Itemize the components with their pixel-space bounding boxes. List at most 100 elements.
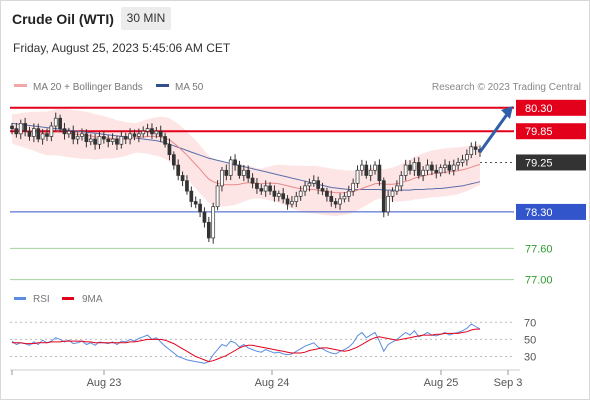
candle-body	[430, 164, 434, 171]
candle-body	[93, 138, 97, 145]
candle-body	[373, 164, 377, 171]
candle-body	[416, 162, 421, 176]
candle-body	[237, 164, 242, 176]
ma20-legend-swatch	[14, 84, 27, 87]
candle-body	[189, 190, 194, 202]
candle-body	[198, 203, 202, 213]
candle-body	[23, 123, 27, 132]
rsi-tick-label: 70	[524, 317, 536, 329]
candle-body	[268, 185, 272, 192]
candle-body	[58, 117, 62, 129]
candle-body	[311, 180, 316, 184]
candle-body	[399, 175, 404, 187]
candle-body	[145, 128, 150, 132]
time-tick-label: Aug 24	[255, 377, 290, 389]
candle-body	[390, 190, 395, 197]
candle-body	[443, 164, 447, 169]
candle-body	[451, 164, 456, 171]
candle-body	[403, 164, 408, 176]
time-tick-label: Aug 25	[424, 377, 459, 389]
rsi-ma-legend-swatch	[62, 297, 74, 300]
candle-body	[14, 128, 19, 135]
candle-body	[421, 169, 425, 176]
support-level-tag-3	[516, 203, 586, 220]
rsi-tick-label: 50	[524, 334, 536, 346]
candle-body	[460, 159, 465, 163]
time-axis: Aug 23 Aug 24 Aug 25 Sep 3	[10, 369, 523, 389]
target-level-label-5: 77.00	[525, 275, 553, 287]
candle-body	[158, 130, 163, 137]
candle-body	[163, 136, 167, 145]
pivot-level-tag	[516, 154, 586, 171]
candle-body	[171, 154, 176, 166]
timeframe-badge[interactable]: 30 MIN	[121, 7, 171, 30]
resistance-level-tag-0	[516, 99, 586, 116]
candle-body	[276, 193, 281, 197]
rsi-ma-legend-label: 9MA	[82, 294, 103, 305]
candle-body	[10, 125, 14, 129]
candle-body	[250, 177, 255, 184]
candle-body	[465, 154, 469, 161]
ma20-legend-label: MA 20 + Bollinger Bands	[33, 82, 143, 93]
candle-body	[346, 190, 351, 197]
instrument-title: Crude Oil (WTI)	[12, 11, 114, 27]
candle-body	[211, 206, 216, 239]
candle-body	[281, 193, 286, 200]
candle-body	[185, 180, 189, 192]
candle-body	[408, 164, 412, 171]
candle-body	[202, 211, 207, 223]
candle-body	[119, 136, 124, 145]
candle-body	[290, 201, 294, 205]
candle-body	[381, 180, 386, 213]
candle-body	[342, 195, 347, 200]
candle-body	[102, 136, 106, 140]
projection-arrow-head	[501, 106, 513, 120]
candle-body	[412, 162, 417, 171]
candle-body	[40, 133, 45, 140]
candle-body	[167, 143, 172, 156]
candle-body	[364, 164, 369, 176]
candle-body	[360, 164, 364, 171]
time-tick-label: Aug 23	[87, 377, 122, 389]
time-tick-label: Sep 3	[494, 377, 523, 389]
target-level-label-4: 77.60	[525, 243, 553, 255]
candle-body	[320, 188, 325, 192]
candle-body	[241, 169, 246, 176]
resistance-level-tag-1	[516, 123, 586, 140]
price-panel: 80.30 79.85 79.25 78.30 77.60 77.00	[10, 99, 586, 287]
candle-body	[62, 128, 67, 135]
resistance-level-label-1: 79.85	[525, 126, 553, 138]
candle-body	[434, 169, 439, 174]
candle-body	[246, 169, 251, 179]
candle-body	[128, 133, 132, 140]
rsi-legend-label: RSI	[33, 294, 50, 305]
candle-body	[259, 188, 264, 192]
candle-body	[224, 169, 229, 176]
rsi-ma-line	[12, 328, 480, 363]
candle-body	[456, 162, 460, 166]
candle-body	[180, 175, 185, 182]
candle-body	[75, 136, 80, 140]
candle-body	[106, 138, 111, 142]
candle-body	[115, 138, 119, 145]
ma50-line	[11, 122, 481, 191]
candle-body	[469, 146, 474, 156]
candle-body	[307, 182, 312, 187]
rsi-tick-label: 30	[524, 351, 536, 363]
candle-body	[88, 138, 93, 142]
candle-body	[325, 190, 329, 197]
candle-body	[447, 164, 452, 171]
candle-body	[123, 136, 128, 140]
projection-arrow-shaft	[478, 112, 510, 153]
candle-body	[141, 130, 146, 135]
candle-body	[150, 128, 154, 135]
candle-body	[355, 169, 360, 184]
resistance-level-label-0: 80.30	[525, 103, 553, 115]
rsi-panel: 70 50 30	[10, 317, 536, 364]
candle-body	[386, 195, 390, 213]
candle-body	[84, 133, 89, 142]
candle-body	[329, 195, 334, 202]
candle-body	[272, 190, 277, 197]
candle-body	[285, 198, 290, 205]
